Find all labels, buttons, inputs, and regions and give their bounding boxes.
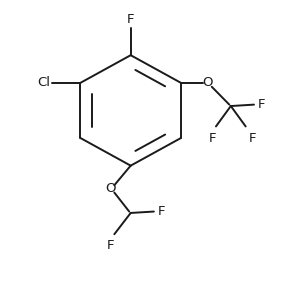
- Text: F: F: [106, 239, 114, 252]
- Text: F: F: [158, 205, 165, 218]
- Text: O: O: [202, 76, 213, 89]
- Text: Cl: Cl: [37, 76, 50, 89]
- Text: F: F: [258, 98, 265, 111]
- Text: F: F: [208, 132, 216, 144]
- Text: F: F: [127, 13, 134, 26]
- Text: O: O: [105, 182, 116, 195]
- Text: F: F: [249, 132, 257, 144]
